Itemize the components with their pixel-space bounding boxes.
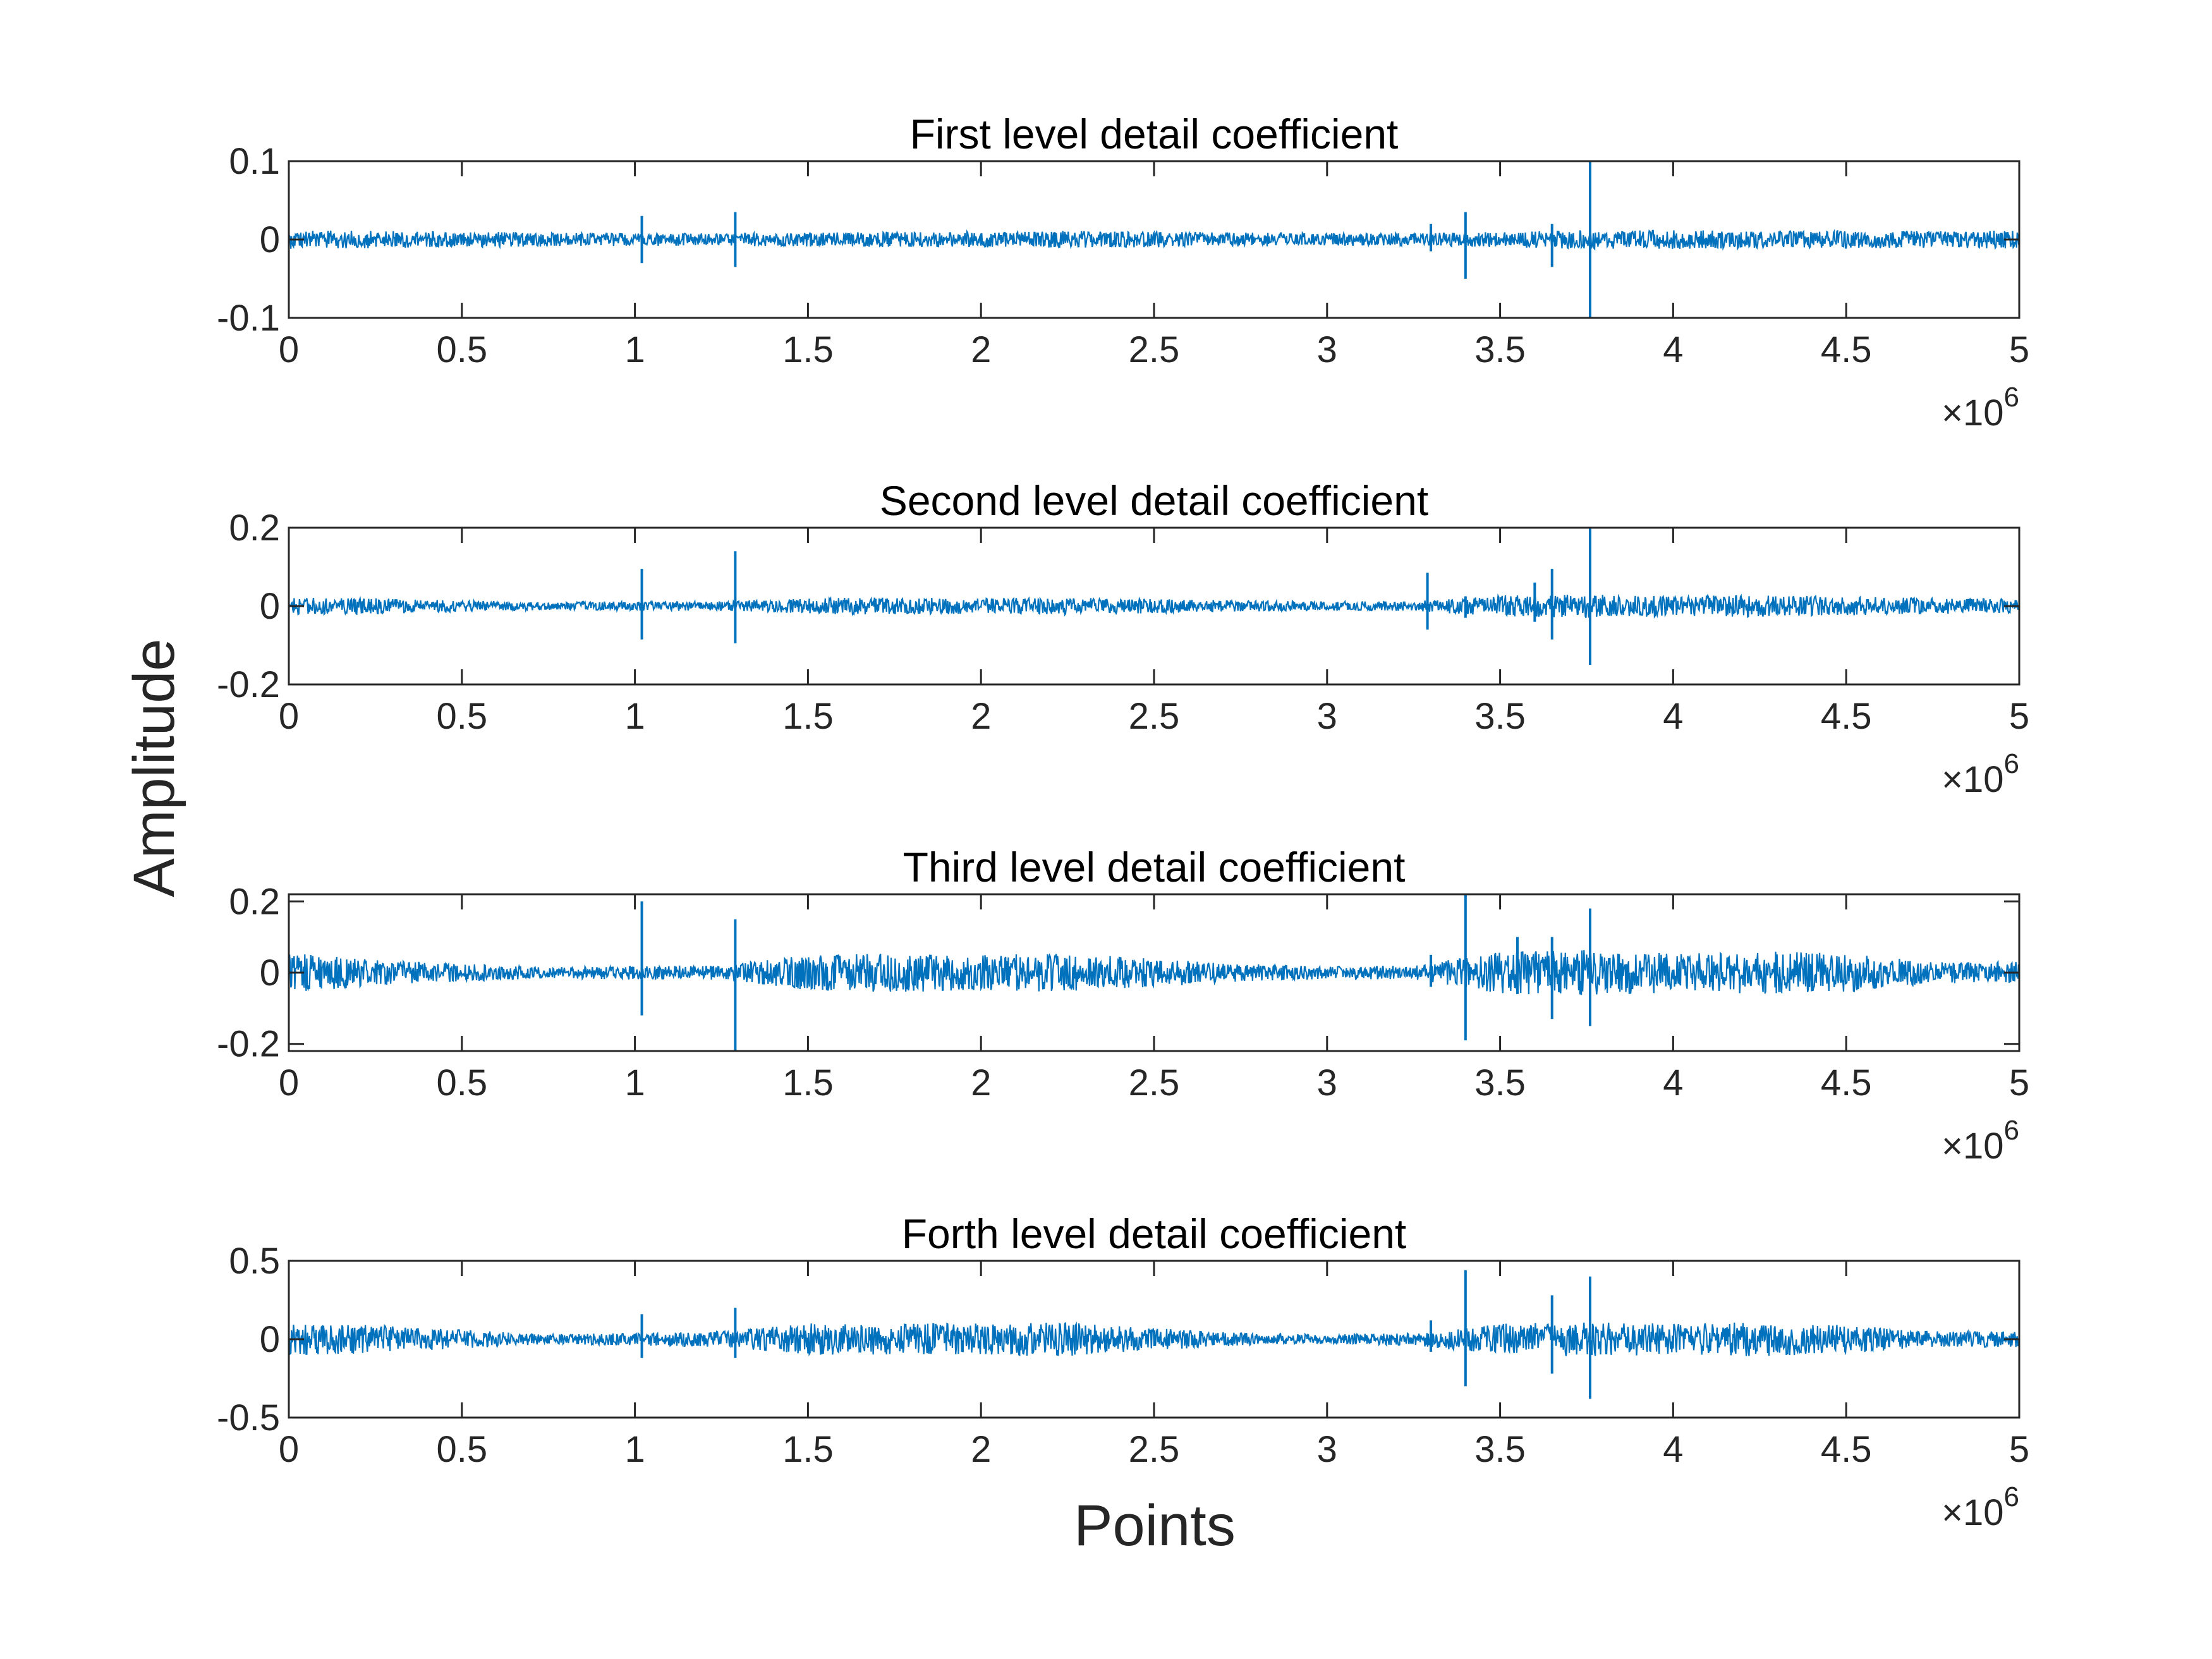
x-exponent-label: ×106 <box>1942 382 2019 434</box>
x-tick-label: 5 <box>2009 696 2029 737</box>
x-tick-label: 0.5 <box>436 1429 487 1470</box>
x-tick-label: 1 <box>624 1429 645 1470</box>
subplot-panels: First level detail coefficient 0 0.5 1 1.5 2 2… <box>217 111 2029 1533</box>
y-tick-label: 0 <box>260 586 280 627</box>
x-tick-label: 2.5 <box>1129 1062 1180 1103</box>
x-exponent-power: 6 <box>2004 748 2019 779</box>
x-tick-label: 0 <box>279 1062 299 1103</box>
y-tick-label: -0.2 <box>217 1024 280 1065</box>
signal-line <box>289 229 2019 251</box>
subplot-title: Second level detail coefficient <box>880 477 1428 524</box>
x-tick-label: 0.5 <box>436 329 487 370</box>
y-tick-label: 0.5 <box>229 1241 280 1282</box>
x-exponent-label: ×106 <box>1942 748 2019 800</box>
x-exponent-base: ×10 <box>1942 759 2003 800</box>
x-exponent-power: 6 <box>2004 1115 2019 1146</box>
x-tick-label: 2.5 <box>1129 696 1180 737</box>
x-tick-label: 2 <box>971 696 991 737</box>
x-tick-label: 2 <box>971 329 991 370</box>
subplot-4: Forth level detail coefficient 0 0.5 1 1.5 2 2… <box>217 1210 2029 1533</box>
x-tick-label: 3.5 <box>1474 1062 1526 1103</box>
x-tick-label: 3.5 <box>1474 1429 1526 1470</box>
x-exponent-label: ×106 <box>1942 1115 2019 1167</box>
x-tick-label: 4.5 <box>1821 696 1872 737</box>
x-exponent-base: ×10 <box>1942 392 2003 434</box>
x-exponent-label: ×106 <box>1942 1481 2019 1533</box>
x-exponent-base: ×10 <box>1942 1126 2003 1167</box>
x-tick-label: 4.5 <box>1821 1429 1872 1470</box>
y-tick-label: -0.1 <box>217 298 280 339</box>
x-tick-label: 2 <box>971 1062 991 1103</box>
signal-line <box>289 950 2019 995</box>
x-exponent-base: ×10 <box>1942 1492 2003 1533</box>
x-tick-label: 2.5 <box>1129 1429 1180 1470</box>
subplot-1: First level detail coefficient 0 0.5 1 1.5 2 2… <box>217 111 2029 434</box>
y-axis-label: Amplitude <box>122 638 186 897</box>
x-exponent-power: 6 <box>2004 1481 2019 1512</box>
signal-line <box>289 593 2019 620</box>
x-tick-label: 3 <box>1317 329 1337 370</box>
x-tick-label: 1.5 <box>782 1062 834 1103</box>
x-tick-label: 4 <box>1663 1062 1683 1103</box>
x-tick-label: 0.5 <box>436 1062 487 1103</box>
x-tick-label: 1 <box>624 329 645 370</box>
x-tick-label: 0 <box>279 1429 299 1470</box>
x-tick-label: 4.5 <box>1821 1062 1872 1103</box>
x-tick-label: 2.5 <box>1129 329 1180 370</box>
y-tick-label: 0.2 <box>229 507 280 549</box>
y-tick-label: -0.2 <box>217 664 280 705</box>
x-tick-label: 3.5 <box>1474 696 1526 737</box>
y-tick-label: 0 <box>260 219 280 260</box>
x-tick-label: 4 <box>1663 1429 1683 1470</box>
x-tick-label: 4 <box>1663 329 1683 370</box>
x-tick-label: 3 <box>1317 1062 1337 1103</box>
x-tick-label: 3 <box>1317 1429 1337 1470</box>
x-tick-label: 4 <box>1663 696 1683 737</box>
x-tick-label: 1 <box>624 1062 645 1103</box>
x-tick-label: 1 <box>624 696 645 737</box>
x-tick-label: 5 <box>2009 1062 2029 1103</box>
x-tick-label: 5 <box>2009 329 2029 370</box>
y-tick-label: 0 <box>260 1319 280 1360</box>
x-tick-label: 2 <box>971 1429 991 1470</box>
subplot-2: Second level detail coefficient 0 0.5 1 1.5 2… <box>217 477 2029 800</box>
x-tick-label: 1.5 <box>782 329 834 370</box>
x-tick-label: 1.5 <box>782 696 834 737</box>
x-tick-label: 0.5 <box>436 696 487 737</box>
subplot-title: Forth level detail coefficient <box>902 1210 1407 1257</box>
y-tick-label: -0.5 <box>217 1397 280 1438</box>
x-tick-label: 5 <box>2009 1429 2029 1470</box>
subplot-3: Third level detail coefficient 0 0.5 1 1.5 2 2… <box>217 844 2029 1167</box>
y-tick-label: 0.1 <box>229 141 280 182</box>
x-tick-label: 4.5 <box>1821 329 1872 370</box>
y-tick-label: 0.2 <box>229 881 280 922</box>
x-exponent-power: 6 <box>2004 382 2019 413</box>
subplot-title: First level detail coefficient <box>910 111 1399 157</box>
subplot-title: Third level detail coefficient <box>903 844 1406 890</box>
x-tick-label: 1.5 <box>782 1429 834 1470</box>
x-axis-label: Points <box>1074 1493 1236 1558</box>
x-tick-label: 0 <box>279 696 299 737</box>
x-tick-label: 3.5 <box>1474 329 1526 370</box>
signal-line <box>289 1322 2019 1357</box>
x-tick-label: 3 <box>1317 696 1337 737</box>
x-tick-label: 0 <box>279 329 299 370</box>
y-tick-label: 0 <box>260 952 280 994</box>
